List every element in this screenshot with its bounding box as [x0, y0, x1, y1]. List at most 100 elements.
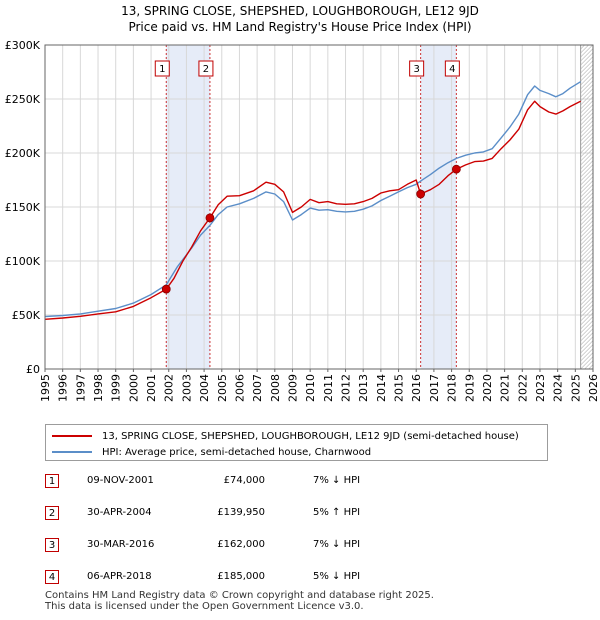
- projection-hatch: [580, 340, 594, 354]
- projection-hatch: [580, 56, 594, 70]
- projection-hatch: [580, 44, 593, 58]
- projection-hatch: [580, 248, 594, 262]
- projection-hatch: [580, 44, 589, 54]
- x-tick-label: 1996: [57, 374, 70, 402]
- x-tick-label: 2009: [286, 374, 299, 402]
- projection-hatch: [580, 144, 594, 158]
- projection-hatch: [580, 252, 594, 266]
- projection-hatch: [580, 244, 594, 258]
- x-tick-label: 2005: [216, 374, 229, 402]
- projection-hatch: [580, 84, 594, 98]
- footer-line-2: This data is licensed under the Open Gov…: [45, 601, 364, 612]
- x-tick-label: 1995: [39, 374, 52, 402]
- projection-hatch: [580, 88, 594, 102]
- projection-hatch: [580, 208, 594, 222]
- x-tick-label: 2001: [145, 374, 158, 402]
- projection-hatch: [580, 284, 594, 298]
- legend-line-property: [52, 435, 92, 437]
- x-tick-label: 2014: [375, 374, 388, 402]
- projection-hatch: [580, 260, 594, 274]
- projection-hatch: [584, 360, 594, 370]
- projection-hatch: [580, 300, 594, 314]
- projection-hatch: [580, 320, 594, 334]
- legend-item-property: 13, SPRING CLOSE, SHEPSHED, LOUGHBOROUGH…: [52, 429, 519, 443]
- sale-price: £139,950: [217, 507, 265, 518]
- projection-hatch: [580, 232, 594, 246]
- projection-hatch: [580, 120, 594, 134]
- projection-hatch: [580, 356, 594, 370]
- sale-marker: [416, 189, 426, 199]
- x-tick-label: 1997: [74, 374, 87, 402]
- projection-hatch: [580, 100, 594, 114]
- projection-hatch: [580, 192, 594, 206]
- sale-marker: [205, 213, 215, 223]
- x-tick-label: 2025: [569, 374, 582, 402]
- projection-hatch: [580, 60, 594, 74]
- title-line-1: 13, SPRING CLOSE, SHEPSHED, LOUGHBOROUGH…: [121, 4, 479, 18]
- projection-hatch: [580, 308, 594, 322]
- y-tick-label: £50K: [12, 309, 41, 322]
- projection-hatch: [580, 220, 594, 234]
- projection-hatch: [580, 96, 594, 110]
- projection-hatch: [580, 80, 594, 94]
- projection-hatch: [580, 264, 594, 278]
- sale-price: £74,000: [223, 475, 265, 486]
- sale-number-badge: 2: [45, 506, 59, 520]
- x-tick-label: 2012: [340, 374, 353, 402]
- x-tick-label: 2010: [304, 374, 317, 402]
- x-tick-label: 2002: [163, 374, 176, 402]
- x-tick-label: 2023: [534, 374, 547, 402]
- legend-item-hpi: HPI: Average price, semi-detached house,…: [52, 445, 371, 459]
- projection-hatch: [580, 256, 594, 270]
- x-tick-label: 2006: [233, 374, 246, 402]
- projection-hatch: [580, 328, 594, 342]
- projection-hatch: [580, 204, 594, 218]
- x-tick-label: 2007: [251, 374, 264, 402]
- sale-marker: [451, 164, 461, 174]
- projection-hatch: [580, 148, 594, 162]
- x-tick-label: 2018: [446, 374, 459, 402]
- projection-hatch: [580, 224, 594, 238]
- sale-row: 4 06-APR-2018 £185,000 5% ↓ HPI: [45, 569, 375, 589]
- projection-hatch: [580, 48, 594, 62]
- projection-hatch: [580, 152, 594, 166]
- projection-hatch: [580, 280, 594, 294]
- projection-hatch: [580, 128, 594, 142]
- projection-hatch: [580, 324, 594, 338]
- x-tick-label: 2024: [552, 374, 565, 402]
- projection-hatch: [580, 184, 594, 198]
- projection-hatch: [580, 200, 594, 214]
- price-chart: 1 2 3 4 £0 £50K £100K £150K £200K £250K £300K 1995…: [5, 39, 600, 402]
- projection-hatch: [580, 216, 594, 230]
- sale-badge-label: 1: [159, 64, 165, 75]
- footer-line-1: Contains HM Land Registry data © Crown c…: [45, 590, 434, 601]
- y-tick-label: £300K: [5, 39, 41, 52]
- plot-frame: [44, 44, 594, 370]
- sale-badge-box: [198, 60, 214, 77]
- x-tick-label: 2022: [516, 374, 529, 402]
- title-line-2: Price paid vs. HM Land Registry's House …: [128, 20, 472, 34]
- y-tick-label: £0: [26, 363, 40, 376]
- x-tick-label: 2017: [428, 374, 441, 402]
- sale-row: 1 09-NOV-2001 £74,000 7% ↓ HPI: [45, 473, 375, 493]
- projection-hatch: [580, 316, 594, 330]
- x-tick-label: 2020: [481, 374, 494, 402]
- projection-hatch: [580, 348, 594, 362]
- projection-hatch: [580, 268, 594, 282]
- projection-hatch: [580, 344, 594, 358]
- projection-hatch: [580, 272, 594, 286]
- projection-hatch: [580, 172, 594, 186]
- projection-hatch: [580, 336, 594, 350]
- sale-row: 2 30-APR-2004 £139,950 5% ↑ HPI: [45, 505, 375, 525]
- x-tick-label: 1999: [110, 374, 123, 402]
- property-price-line: [44, 100, 581, 320]
- projection-hatch: [580, 72, 594, 86]
- sale-date: 06-APR-2018: [87, 571, 152, 582]
- projection-hatch: [580, 212, 594, 226]
- x-tick-label: 2016: [410, 374, 423, 402]
- projection-hatch: [580, 292, 594, 306]
- projection-hatch: [580, 44, 585, 50]
- legend-label-hpi: HPI: Average price, semi-detached house,…: [102, 446, 372, 458]
- projection-hatch: [580, 52, 594, 66]
- y-tick-label: £150K: [5, 201, 41, 214]
